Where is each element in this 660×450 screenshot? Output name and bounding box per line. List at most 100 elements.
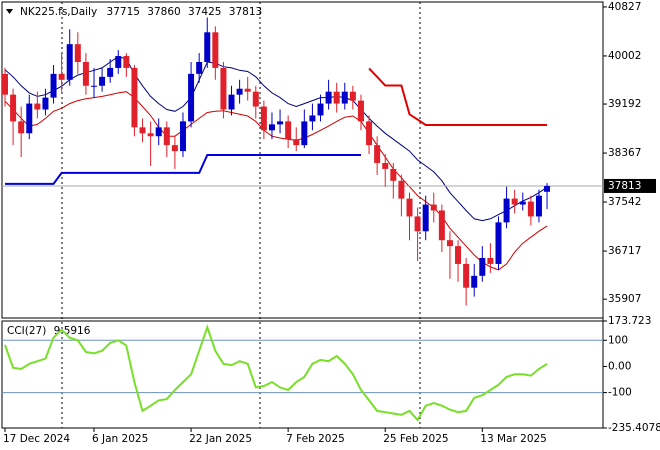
candle-body	[487, 258, 494, 264]
candle-body	[107, 67, 114, 77]
candle-body	[58, 73, 65, 80]
last-close: 37813	[229, 6, 262, 18]
candle-body	[99, 76, 106, 86]
y-tick-label: -100	[608, 387, 632, 399]
candle-body	[220, 67, 227, 110]
indicator-line	[4, 56, 548, 222]
candle-body	[147, 133, 154, 137]
candle-body	[479, 258, 486, 276]
last-high: 37860	[147, 6, 180, 18]
candle-body	[406, 198, 413, 217]
y-tick-label: 40827	[608, 1, 641, 13]
collapse-icon	[6, 9, 13, 14]
candle-body	[463, 263, 470, 288]
candle-body	[366, 121, 373, 146]
y-tick-label: 39192	[608, 98, 641, 110]
candle-body	[260, 106, 267, 131]
indicator-line	[5, 154, 361, 185]
candle-body	[398, 180, 405, 199]
y-tick-label: 0.00	[608, 360, 631, 372]
current-price-label: 37813	[608, 180, 641, 192]
y-tick-label: 100	[608, 334, 628, 346]
last-low: 37425	[188, 6, 221, 18]
y-tick-label: 35907	[608, 293, 641, 305]
y-tick-label: 38367	[608, 147, 641, 159]
candle-body	[422, 204, 429, 232]
cci-name: CCI(27)	[7, 325, 46, 337]
candle-body	[212, 32, 219, 68]
candle-body	[2, 73, 8, 95]
cci-last: 9.5916	[54, 325, 91, 337]
candle-body	[325, 91, 332, 104]
candle-body	[349, 91, 356, 101]
candle-body	[131, 67, 138, 128]
y-tick-label: 173.723	[608, 315, 651, 327]
y-tick-label: 40002	[608, 50, 641, 62]
candle-body	[390, 168, 397, 181]
candle-body	[544, 185, 551, 192]
candle-body	[34, 103, 41, 110]
x-tick-label: 22 Jan 2025	[189, 433, 252, 445]
x-tick-label: 25 Feb 2025	[383, 433, 448, 445]
candle-body	[155, 127, 162, 137]
candle-body	[285, 121, 292, 140]
candle-body	[179, 121, 186, 152]
candle-body	[446, 240, 453, 247]
current-price-box	[604, 178, 656, 193]
candle-body	[309, 115, 316, 122]
candle-body	[495, 222, 502, 264]
candle-body	[357, 100, 364, 122]
candle-body	[438, 210, 445, 241]
candle-body	[196, 61, 203, 74]
x-tick-label: 7 Feb 2025	[286, 433, 345, 445]
y-tick-label: 36717	[608, 245, 641, 257]
candle-body	[277, 121, 284, 125]
candle-body	[115, 56, 122, 68]
candle-body	[139, 127, 146, 134]
candle-body	[268, 124, 275, 131]
candle-body	[455, 246, 462, 264]
candle-body	[123, 56, 130, 68]
candle-body	[50, 73, 57, 98]
candle-body	[430, 204, 437, 211]
candle-body	[382, 162, 389, 169]
candle-body	[535, 195, 542, 217]
candle-body	[66, 44, 73, 80]
candle-body	[293, 139, 300, 146]
candle-body	[252, 91, 259, 107]
candle-body	[188, 73, 195, 122]
symbol: NK225.fs,Daily	[20, 6, 97, 18]
main-panel	[1, 1, 604, 319]
candle-body	[374, 145, 381, 163]
candle-body	[42, 97, 49, 110]
candle-body	[511, 198, 518, 205]
candle-body	[471, 275, 478, 288]
candle-body	[301, 121, 308, 146]
y-tick-label: 37542	[608, 196, 641, 208]
candle-body	[82, 61, 89, 86]
indicator-line	[368, 67, 547, 126]
cci-line	[4, 324, 548, 422]
candle-body	[244, 88, 251, 92]
x-tick-label: 13 Mar 2025	[480, 433, 547, 445]
candle-body	[503, 198, 510, 223]
candle-body	[171, 145, 178, 152]
candle-body	[74, 44, 81, 62]
candle-body	[18, 121, 25, 134]
candle-body	[26, 103, 33, 134]
candle-body	[10, 94, 17, 122]
candle-body	[317, 103, 324, 116]
cci-title: CCI(27) 9.5916	[7, 325, 91, 337]
candle-body	[414, 216, 421, 232]
candle-body	[228, 94, 235, 110]
candle-body	[527, 201, 534, 217]
x-tick-label: 17 Dec 2024	[3, 433, 70, 445]
last-open: 37715	[107, 6, 140, 18]
y-tick-label: -235.4078	[608, 422, 660, 434]
candle-body	[204, 32, 211, 62]
candle-body	[333, 91, 340, 104]
candle-body	[236, 88, 243, 95]
x-tick-label: 6 Jan 2025	[92, 433, 148, 445]
indicator-line	[4, 91, 548, 271]
candle-body	[90, 85, 97, 87]
